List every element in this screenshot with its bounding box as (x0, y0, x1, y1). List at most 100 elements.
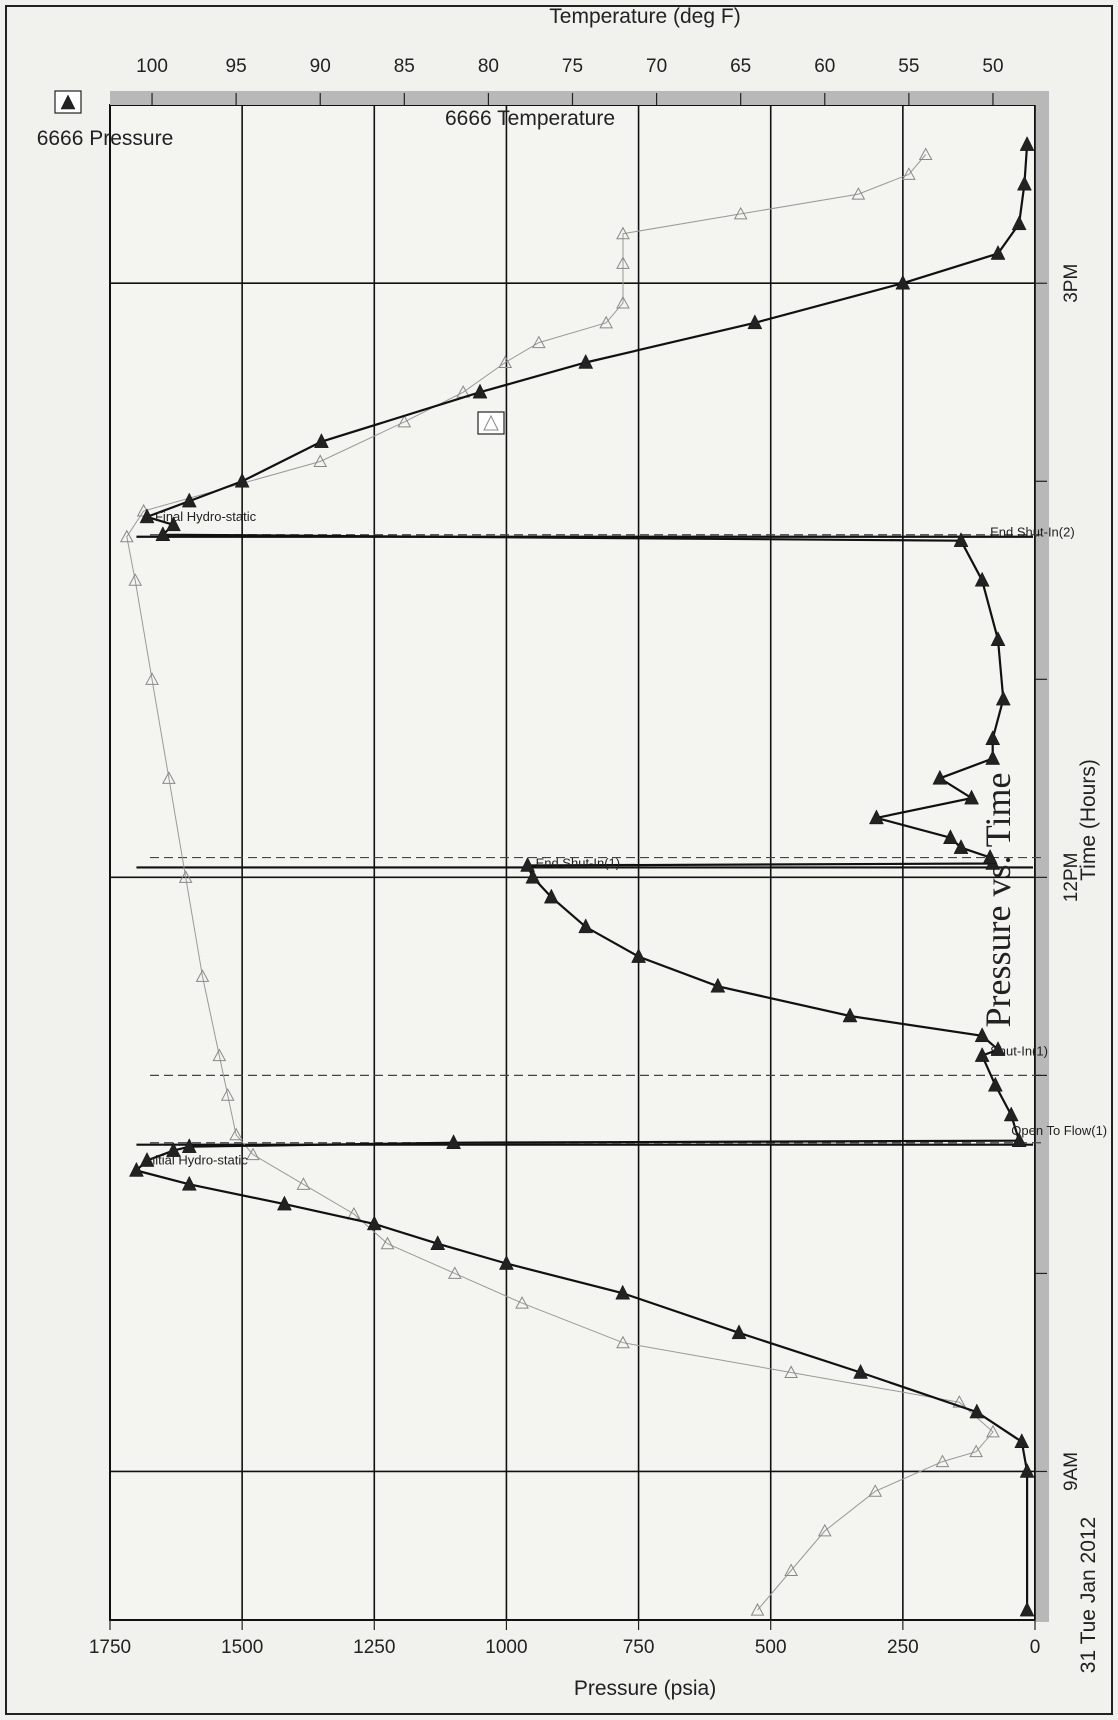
temperature-point (616, 256, 630, 269)
pressure-point (1011, 1132, 1027, 1147)
y2-tick-label: 60 (814, 56, 835, 77)
y-axis-label: Pressure (psia) (574, 1677, 716, 1700)
pressure-point (615, 1284, 631, 1300)
pressure-point (953, 839, 969, 854)
pressure-point (578, 353, 594, 369)
annotation-label: Shut-In(1) (990, 1044, 1048, 1059)
pressure-point (895, 274, 911, 290)
legend-temperature-icon (483, 414, 499, 431)
y-tick-label: 1500 (221, 1637, 263, 1658)
temperature-point (733, 206, 748, 220)
temperature-point (616, 226, 630, 240)
pressure-point (314, 433, 329, 448)
axis-ticks: 0 250 500 750 1000 1250 1500 1750 50 55 60 65 70 75 80… (89, 56, 1082, 1658)
pressure-point (1003, 1106, 1019, 1122)
legend-temperature-label: 6666 Temperature (445, 107, 615, 130)
pressure-point (181, 492, 197, 508)
pressure-point (181, 1175, 197, 1191)
pressure-point (155, 526, 171, 541)
pressure-point (932, 769, 948, 785)
pressure-point (985, 749, 1001, 765)
pressure-point (1019, 1601, 1035, 1617)
pressure-point (129, 1161, 144, 1177)
temperature-point (935, 1454, 950, 1468)
annotation-label: End Shut-In(2) (990, 525, 1075, 540)
temperature-point (162, 771, 176, 784)
pressure-point (166, 516, 181, 532)
pressure-point (139, 508, 155, 524)
pressure-point (520, 856, 535, 872)
y-tick-label: 1750 (89, 1637, 131, 1658)
y2-tick-label: 70 (646, 56, 667, 77)
pressure-point (869, 809, 884, 825)
annotation-label: End Shut-In(1) (536, 855, 621, 870)
y2-tick-label: 85 (394, 56, 415, 77)
pressure-point (731, 1324, 747, 1340)
pressure-point (166, 1142, 181, 1157)
temperature-point (380, 1236, 395, 1250)
legend-temperature: 6666 Temperature (445, 107, 615, 435)
temperature-point (145, 672, 159, 685)
temperature-point (784, 1365, 798, 1378)
pressure-point (990, 244, 1006, 260)
pressure-point (578, 918, 594, 934)
pressure-point (139, 1151, 155, 1167)
pressure-point (710, 977, 726, 993)
x-tick-label: 9AM (1061, 1452, 1082, 1491)
temperature-point (868, 1484, 883, 1497)
temperature-point (969, 1444, 983, 1458)
temperature-point (918, 147, 933, 161)
temperature-point (296, 1177, 311, 1190)
pressure-point (430, 1235, 446, 1250)
y-tick-label: 1000 (485, 1637, 527, 1658)
pressure-point (525, 868, 541, 884)
temperature-point (498, 355, 513, 368)
chart-title: Pressure vs. Time (978, 772, 1018, 1027)
y2-tick-label: 55 (898, 56, 919, 77)
y2-tick-label: 80 (478, 56, 499, 77)
y2-tick-label: 65 (730, 56, 751, 77)
pressure-point (1017, 175, 1032, 191)
y-tick-label: 500 (755, 1637, 787, 1658)
grid (109, 105, 1036, 1620)
pressure-point (990, 1041, 1006, 1056)
temperature-point (616, 295, 630, 309)
legend-pressure-label: 6666 Pressure (37, 127, 174, 150)
pressure-point (366, 1215, 382, 1231)
temperature-point (902, 167, 916, 180)
temperature-point (447, 1266, 462, 1279)
pressure-point (964, 789, 979, 805)
pressure-point (277, 1195, 292, 1211)
pressure-point (943, 829, 958, 844)
y-tick-label: 750 (623, 1637, 655, 1658)
temperature-point (313, 454, 328, 467)
date-label: 31 Tue Jan 2012 (1077, 1517, 1100, 1673)
temperature-point (532, 335, 546, 349)
y2-tick-label: 50 (982, 56, 1003, 77)
y-tick-label: 1250 (353, 1637, 395, 1658)
pressure-series (129, 136, 1035, 1617)
pressure-point (853, 1363, 868, 1379)
pressure-point (985, 730, 1001, 745)
temperature-point (851, 187, 866, 200)
pressure-point (446, 1134, 461, 1149)
temperature-point (178, 870, 193, 883)
y2-tick-label: 90 (310, 56, 331, 77)
y-tick-label: 0 (1030, 1637, 1041, 1658)
pressure-point (995, 690, 1011, 706)
temperature-point (750, 1603, 765, 1616)
page-frame (5, 5, 1113, 1715)
pressure-point (974, 571, 990, 587)
y2-tick-label: 95 (226, 56, 247, 77)
temperature-point (817, 1523, 832, 1537)
pressure-point (987, 1076, 1003, 1092)
y2-tick-label: 100 (136, 56, 168, 77)
annotation-label: Final Hydro-static (155, 509, 257, 524)
legend-pressure-icon (60, 94, 76, 110)
pressure-point (982, 848, 998, 864)
pressure-point (1011, 215, 1027, 231)
temperature-point (397, 414, 412, 428)
pressure-point (969, 1403, 985, 1419)
temperature-point (515, 1296, 529, 1309)
